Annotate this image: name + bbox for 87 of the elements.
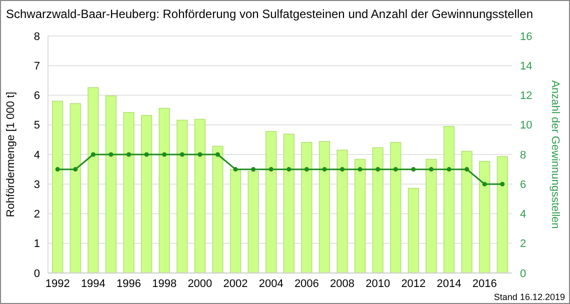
bar: [479, 160, 490, 274]
point: [393, 167, 398, 172]
y2-tick-label: 0: [520, 268, 526, 280]
y-tick-label: 0: [34, 268, 40, 280]
point: [411, 167, 416, 172]
chart-title: Schwarzwald-Baar-Heuberg: Rohförderung von Sulfatgesteinen und Anzahl der Gewinnungsstellen: [6, 7, 533, 21]
point: [464, 167, 470, 172]
point: [482, 182, 487, 186]
x-tick-label: 2000: [188, 278, 212, 290]
y2-tick-label: 16: [520, 30, 532, 43]
y2-tick-label: 4: [520, 208, 526, 221]
x-tick-label: 2012: [401, 278, 426, 290]
x-tick-label: 2006: [294, 278, 319, 290]
point: [90, 152, 96, 157]
bar: [88, 87, 99, 274]
bar: [372, 147, 384, 274]
bar: [266, 130, 277, 274]
bar: [408, 188, 419, 274]
y-axis-title: Rohfördermenge [1 000 t]: [5, 92, 17, 218]
x-tick-label: 2014: [436, 278, 462, 290]
point: [198, 152, 202, 157]
y2-tick-label: 2: [520, 238, 526, 250]
point: [180, 152, 184, 157]
bar: [336, 150, 348, 274]
bar: [301, 142, 312, 274]
y2-tick-label: 6: [520, 178, 526, 191]
point: [233, 167, 238, 172]
y2-tick-label: 8: [520, 149, 526, 162]
y-tick-label: 5: [34, 120, 40, 132]
y2-tick-label: 10: [520, 120, 532, 132]
bar: [141, 114, 152, 274]
point: [108, 152, 114, 157]
x-tick-label: 2016: [472, 278, 497, 290]
y-tick-label: 1: [34, 238, 40, 250]
x-tick-label: 1996: [116, 278, 142, 290]
x-tick-label: 2008: [330, 278, 355, 290]
x-tick-label: 1998: [152, 278, 177, 290]
bar: [496, 156, 508, 274]
point: [340, 167, 345, 172]
point: [162, 152, 167, 157]
bar: [52, 100, 64, 274]
bar: [176, 120, 188, 274]
bar: [354, 158, 366, 274]
point: [304, 167, 309, 172]
point: [376, 167, 380, 172]
point: [428, 167, 434, 172]
text: Stand 16.12.2019: [494, 292, 565, 302]
point: [73, 167, 78, 172]
point: [126, 152, 132, 157]
point: [55, 167, 60, 172]
bar: [443, 126, 455, 274]
bar: [318, 141, 330, 274]
bar: [70, 103, 81, 274]
point: [286, 167, 292, 172]
point: [144, 152, 149, 157]
y2-tick-label: 14: [520, 60, 532, 72]
x-tick-label: 1992: [45, 278, 70, 290]
y-tick-label: 4: [34, 149, 40, 162]
point: [268, 167, 274, 172]
bar: [390, 142, 402, 274]
bar: [105, 95, 117, 274]
point: [322, 167, 327, 172]
point: [446, 167, 452, 172]
point: [500, 182, 505, 186]
point: [215, 152, 220, 157]
bar: [283, 134, 294, 274]
bar: [158, 108, 170, 274]
bar: [123, 112, 134, 274]
y2-axis-title: Anzahl der Gewinnungsstellen: [549, 80, 561, 229]
y-tick-label: 7: [34, 60, 40, 72]
y-tick-label: 6: [34, 90, 40, 102]
x-tick-label: 2004: [258, 278, 284, 290]
y-tick-label: 3: [34, 178, 40, 191]
x-tick-label: 2002: [223, 278, 248, 290]
bar: [461, 150, 472, 274]
point: [358, 167, 362, 172]
y2-tick-label: 12: [520, 90, 532, 102]
y-tick-label: 2: [34, 208, 40, 221]
point: [251, 167, 256, 172]
bar: [194, 118, 206, 274]
bar: [248, 170, 259, 274]
bar: [426, 158, 437, 274]
y-tick-label: 8: [34, 30, 40, 43]
bar: [212, 146, 224, 274]
x-tick-label: 2010: [366, 278, 390, 290]
bar: [230, 168, 242, 274]
x-tick-label: 1994: [80, 278, 106, 290]
